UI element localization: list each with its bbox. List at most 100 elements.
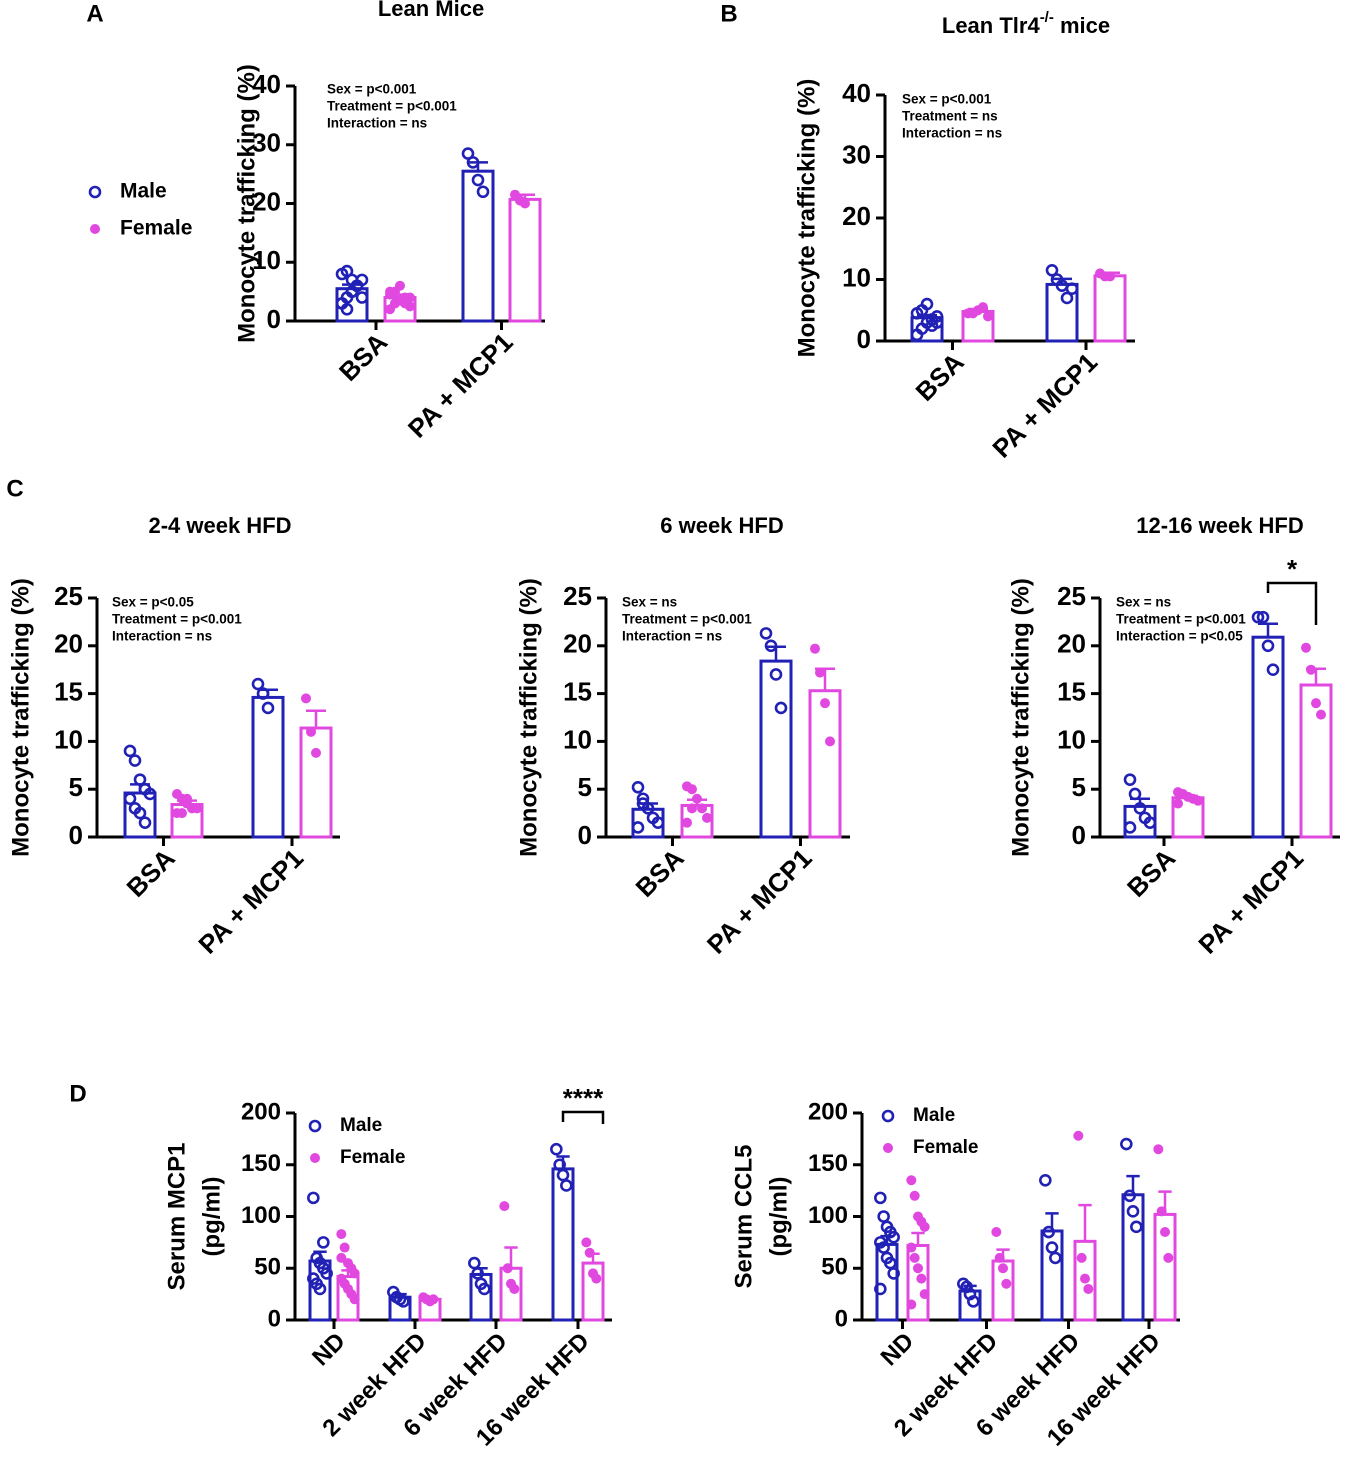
title-superscript: -/- <box>1040 9 1054 26</box>
data-point <box>687 803 697 814</box>
data-point <box>1042 1225 1055 1239</box>
y-tick-label: 20 <box>54 629 83 659</box>
data-point <box>509 1283 520 1294</box>
data-point <box>1123 821 1137 834</box>
data-point <box>1126 1205 1140 1218</box>
data-point <box>307 1191 320 1205</box>
data-point <box>636 797 650 810</box>
data-point <box>687 784 697 795</box>
significance-bracket <box>1266 581 1318 625</box>
title-text: Lean Mice <box>378 0 484 21</box>
data-point <box>476 185 490 199</box>
chart-title: Lean Mice <box>378 0 484 21</box>
data-point <box>874 1191 887 1205</box>
y-axis-label: Monocyte trafficking (%) <box>7 578 34 857</box>
data-point <box>1123 773 1137 786</box>
data-point <box>906 1299 917 1310</box>
y-tick-label: 25 <box>54 581 83 611</box>
chart-title: 2-4 week HFD <box>148 513 291 538</box>
legend-marker <box>90 224 100 234</box>
data-point <box>877 1241 890 1254</box>
legend-marker <box>881 1109 895 1123</box>
data-point <box>1156 1206 1167 1217</box>
bar <box>1121 1193 1145 1322</box>
data-point <box>820 698 830 709</box>
y-tick-label: 100 <box>808 1202 848 1229</box>
y-tick-label: 150 <box>808 1150 848 1177</box>
data-point <box>478 1282 491 1296</box>
data-point <box>1143 816 1157 829</box>
bar <box>1093 274 1127 343</box>
significance-bracket <box>561 1110 605 1124</box>
y-tick-label: 40 <box>252 69 281 99</box>
legend-label: Female <box>340 1147 405 1168</box>
stats-annotation: Treatment = p<0.001 <box>112 612 242 627</box>
data-point <box>759 627 773 640</box>
legend-label: Male <box>120 180 167 203</box>
panel-letter: B <box>720 0 737 27</box>
data-point <box>355 291 369 304</box>
y-tick-label: 0 <box>69 820 83 850</box>
data-point <box>1128 787 1142 801</box>
x-tick-label: BSA <box>1121 843 1181 903</box>
stats-annotation: Sex = p<0.001 <box>327 82 417 97</box>
stats-annotation: Sex = ns <box>1116 595 1171 610</box>
data-point <box>1049 1251 1062 1265</box>
stats-annotation: Interaction = ns <box>902 126 1002 141</box>
data-point <box>468 1256 481 1270</box>
y-tick-label: 40 <box>842 78 871 108</box>
x-tick-label: ND <box>307 1328 351 1372</box>
data-point <box>405 301 415 312</box>
data-point <box>336 1229 347 1240</box>
data-point <box>1153 1144 1164 1155</box>
data-point <box>306 726 316 737</box>
y-tick-label: 20 <box>1057 629 1086 659</box>
y-tick-label: 5 <box>69 772 83 802</box>
y-tick-label: 0 <box>268 1305 281 1332</box>
legend-marker <box>88 185 102 199</box>
y-tick-label: 0 <box>835 1305 848 1332</box>
data-point <box>909 1190 920 1201</box>
data-point <box>261 701 275 715</box>
data-point <box>471 1267 484 1280</box>
y-tick-label: 50 <box>821 1254 848 1281</box>
y-tick-label: 100 <box>241 1202 281 1229</box>
data-point <box>697 803 707 814</box>
significance-label: * <box>1287 554 1298 584</box>
data-point <box>1080 1273 1090 1284</box>
data-point <box>1193 795 1203 806</box>
title-text: 6 week HFD <box>660 513 784 538</box>
data-point <box>906 1175 917 1186</box>
y-tick-label: 30 <box>842 139 871 169</box>
data-point <box>877 1210 890 1223</box>
y-tick-label: 20 <box>563 629 592 659</box>
bar <box>875 1242 899 1322</box>
y-axis-label: Serum MCP1 <box>163 1142 190 1290</box>
panel-letter: D <box>69 1080 86 1107</box>
error-bar <box>1258 622 1278 638</box>
data-point <box>1133 802 1147 815</box>
data-point <box>916 1273 927 1284</box>
stats-annotation: Interaction = ns <box>622 629 722 644</box>
data-point <box>815 667 825 678</box>
stats-annotation: Sex = ns <box>622 595 677 610</box>
data-point <box>397 1295 410 1308</box>
data-point <box>967 1295 980 1308</box>
data-point <box>1123 1189 1136 1203</box>
y-tick-label: 15 <box>54 676 83 706</box>
stats-annotation: Interaction = p<0.05 <box>1116 629 1243 644</box>
y-tick-label: 0 <box>857 324 871 354</box>
y-tick-label: 50 <box>254 1254 281 1281</box>
data-point <box>251 677 265 691</box>
y-tick-label: 10 <box>54 724 83 754</box>
stats-annotation: Treatment = p<0.001 <box>622 612 752 627</box>
stats-annotation: Treatment = ns <box>902 109 998 124</box>
data-point <box>1120 1137 1133 1151</box>
data-point <box>692 793 702 804</box>
bar <box>251 695 285 839</box>
data-point <box>1065 282 1079 296</box>
x-tick-label: PA + MCP1 <box>986 347 1103 464</box>
data-point <box>313 1282 327 1296</box>
title-text: mice <box>1054 13 1110 38</box>
legend-label: Female <box>913 1137 978 1158</box>
